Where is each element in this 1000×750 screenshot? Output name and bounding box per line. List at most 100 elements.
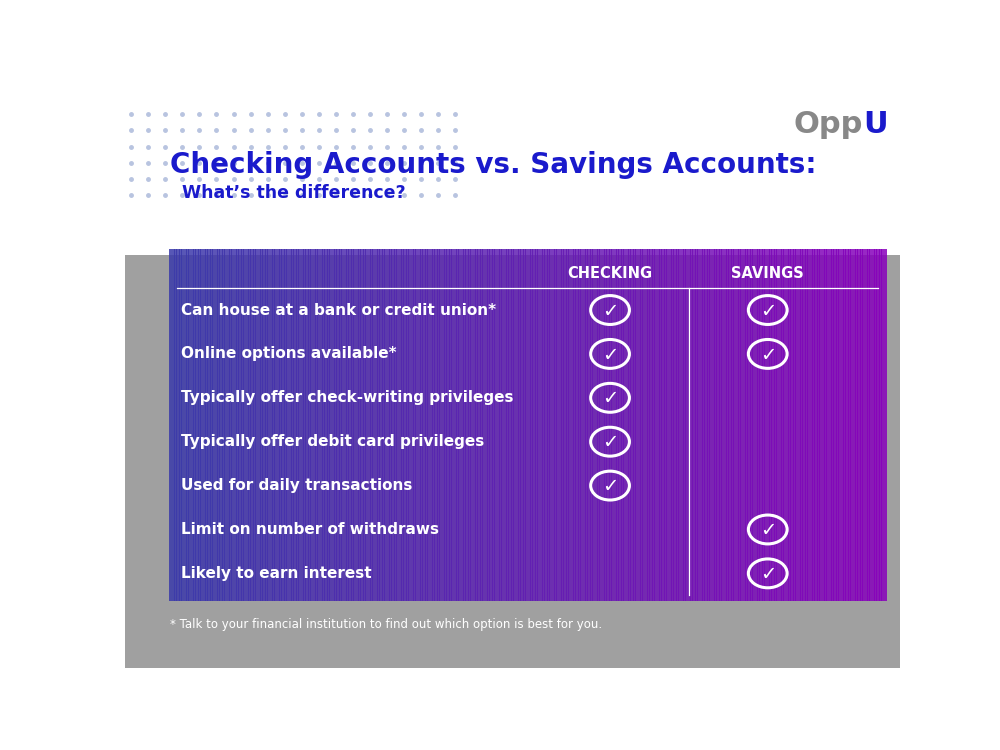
FancyBboxPatch shape — [284, 249, 287, 601]
FancyBboxPatch shape — [824, 249, 827, 601]
FancyBboxPatch shape — [867, 249, 870, 601]
Text: Used for daily transactions: Used for daily transactions — [181, 478, 412, 493]
FancyBboxPatch shape — [822, 249, 825, 601]
FancyBboxPatch shape — [874, 249, 877, 601]
FancyBboxPatch shape — [676, 249, 679, 601]
FancyBboxPatch shape — [516, 249, 519, 601]
FancyBboxPatch shape — [695, 249, 698, 601]
FancyBboxPatch shape — [305, 249, 309, 601]
FancyBboxPatch shape — [654, 249, 657, 601]
FancyBboxPatch shape — [482, 249, 485, 601]
FancyBboxPatch shape — [626, 249, 629, 601]
FancyBboxPatch shape — [487, 249, 490, 601]
FancyBboxPatch shape — [181, 249, 184, 601]
FancyBboxPatch shape — [315, 249, 318, 601]
FancyBboxPatch shape — [389, 249, 392, 601]
FancyBboxPatch shape — [186, 249, 189, 601]
FancyBboxPatch shape — [504, 249, 507, 601]
FancyBboxPatch shape — [236, 249, 239, 601]
FancyBboxPatch shape — [477, 249, 481, 601]
Text: CHECKING: CHECKING — [567, 266, 653, 280]
FancyBboxPatch shape — [793, 249, 796, 601]
FancyBboxPatch shape — [838, 249, 841, 601]
FancyBboxPatch shape — [661, 249, 665, 601]
FancyBboxPatch shape — [518, 249, 521, 601]
FancyBboxPatch shape — [532, 249, 536, 601]
FancyBboxPatch shape — [659, 249, 662, 601]
FancyBboxPatch shape — [697, 249, 700, 601]
Text: Likely to earn interest: Likely to earn interest — [181, 566, 371, 580]
FancyBboxPatch shape — [716, 249, 720, 601]
FancyBboxPatch shape — [399, 249, 402, 601]
FancyBboxPatch shape — [286, 249, 289, 601]
FancyBboxPatch shape — [415, 249, 418, 601]
FancyBboxPatch shape — [205, 249, 208, 601]
FancyBboxPatch shape — [561, 249, 564, 601]
FancyBboxPatch shape — [480, 249, 483, 601]
FancyBboxPatch shape — [652, 249, 655, 601]
FancyBboxPatch shape — [377, 249, 380, 601]
FancyBboxPatch shape — [757, 249, 760, 601]
Text: Limit on number of withdraws: Limit on number of withdraws — [181, 522, 439, 537]
FancyBboxPatch shape — [418, 249, 421, 601]
FancyBboxPatch shape — [542, 249, 545, 601]
FancyBboxPatch shape — [458, 249, 461, 601]
Text: SAVINGS: SAVINGS — [731, 266, 804, 280]
Text: ✓: ✓ — [760, 346, 776, 364]
FancyBboxPatch shape — [704, 249, 708, 601]
FancyBboxPatch shape — [465, 249, 469, 601]
FancyBboxPatch shape — [217, 249, 220, 601]
FancyBboxPatch shape — [747, 249, 751, 601]
FancyBboxPatch shape — [731, 249, 734, 601]
FancyBboxPatch shape — [776, 249, 779, 601]
FancyBboxPatch shape — [265, 249, 268, 601]
Text: U: U — [863, 110, 887, 140]
Text: * Talk to your financial institution to find out which option is best for you.: * Talk to your financial institution to … — [170, 618, 602, 631]
FancyBboxPatch shape — [702, 249, 705, 601]
FancyBboxPatch shape — [525, 249, 528, 601]
FancyBboxPatch shape — [719, 249, 722, 601]
FancyBboxPatch shape — [382, 249, 385, 601]
FancyBboxPatch shape — [843, 249, 846, 601]
FancyBboxPatch shape — [353, 249, 356, 601]
FancyBboxPatch shape — [396, 249, 399, 601]
FancyBboxPatch shape — [425, 249, 428, 601]
FancyBboxPatch shape — [272, 249, 275, 601]
Text: ✓: ✓ — [602, 302, 618, 321]
FancyBboxPatch shape — [568, 249, 571, 601]
FancyBboxPatch shape — [552, 249, 555, 601]
FancyBboxPatch shape — [681, 249, 684, 601]
FancyBboxPatch shape — [535, 249, 538, 601]
FancyBboxPatch shape — [673, 249, 677, 601]
FancyBboxPatch shape — [191, 249, 194, 601]
Text: Opp: Opp — [793, 110, 863, 140]
FancyBboxPatch shape — [125, 90, 900, 254]
FancyBboxPatch shape — [814, 249, 818, 601]
FancyBboxPatch shape — [881, 249, 884, 601]
FancyBboxPatch shape — [884, 249, 887, 601]
FancyBboxPatch shape — [250, 249, 254, 601]
FancyBboxPatch shape — [850, 249, 853, 601]
FancyBboxPatch shape — [767, 249, 770, 601]
FancyBboxPatch shape — [752, 249, 755, 601]
FancyBboxPatch shape — [829, 249, 832, 601]
FancyBboxPatch shape — [511, 249, 514, 601]
Text: ✓: ✓ — [602, 389, 618, 409]
FancyBboxPatch shape — [430, 249, 433, 601]
FancyBboxPatch shape — [291, 249, 294, 601]
FancyBboxPatch shape — [219, 249, 223, 601]
Text: Typically offer check-writing privileges: Typically offer check-writing privileges — [181, 390, 513, 405]
FancyBboxPatch shape — [712, 249, 715, 601]
FancyBboxPatch shape — [403, 249, 407, 601]
FancyBboxPatch shape — [604, 249, 607, 601]
FancyBboxPatch shape — [580, 249, 583, 601]
FancyBboxPatch shape — [805, 249, 808, 601]
FancyBboxPatch shape — [506, 249, 509, 601]
FancyBboxPatch shape — [356, 249, 359, 601]
FancyBboxPatch shape — [606, 249, 610, 601]
FancyBboxPatch shape — [583, 249, 586, 601]
FancyBboxPatch shape — [869, 249, 872, 601]
FancyBboxPatch shape — [384, 249, 387, 601]
Text: ✓: ✓ — [760, 521, 776, 540]
FancyBboxPatch shape — [334, 249, 337, 601]
